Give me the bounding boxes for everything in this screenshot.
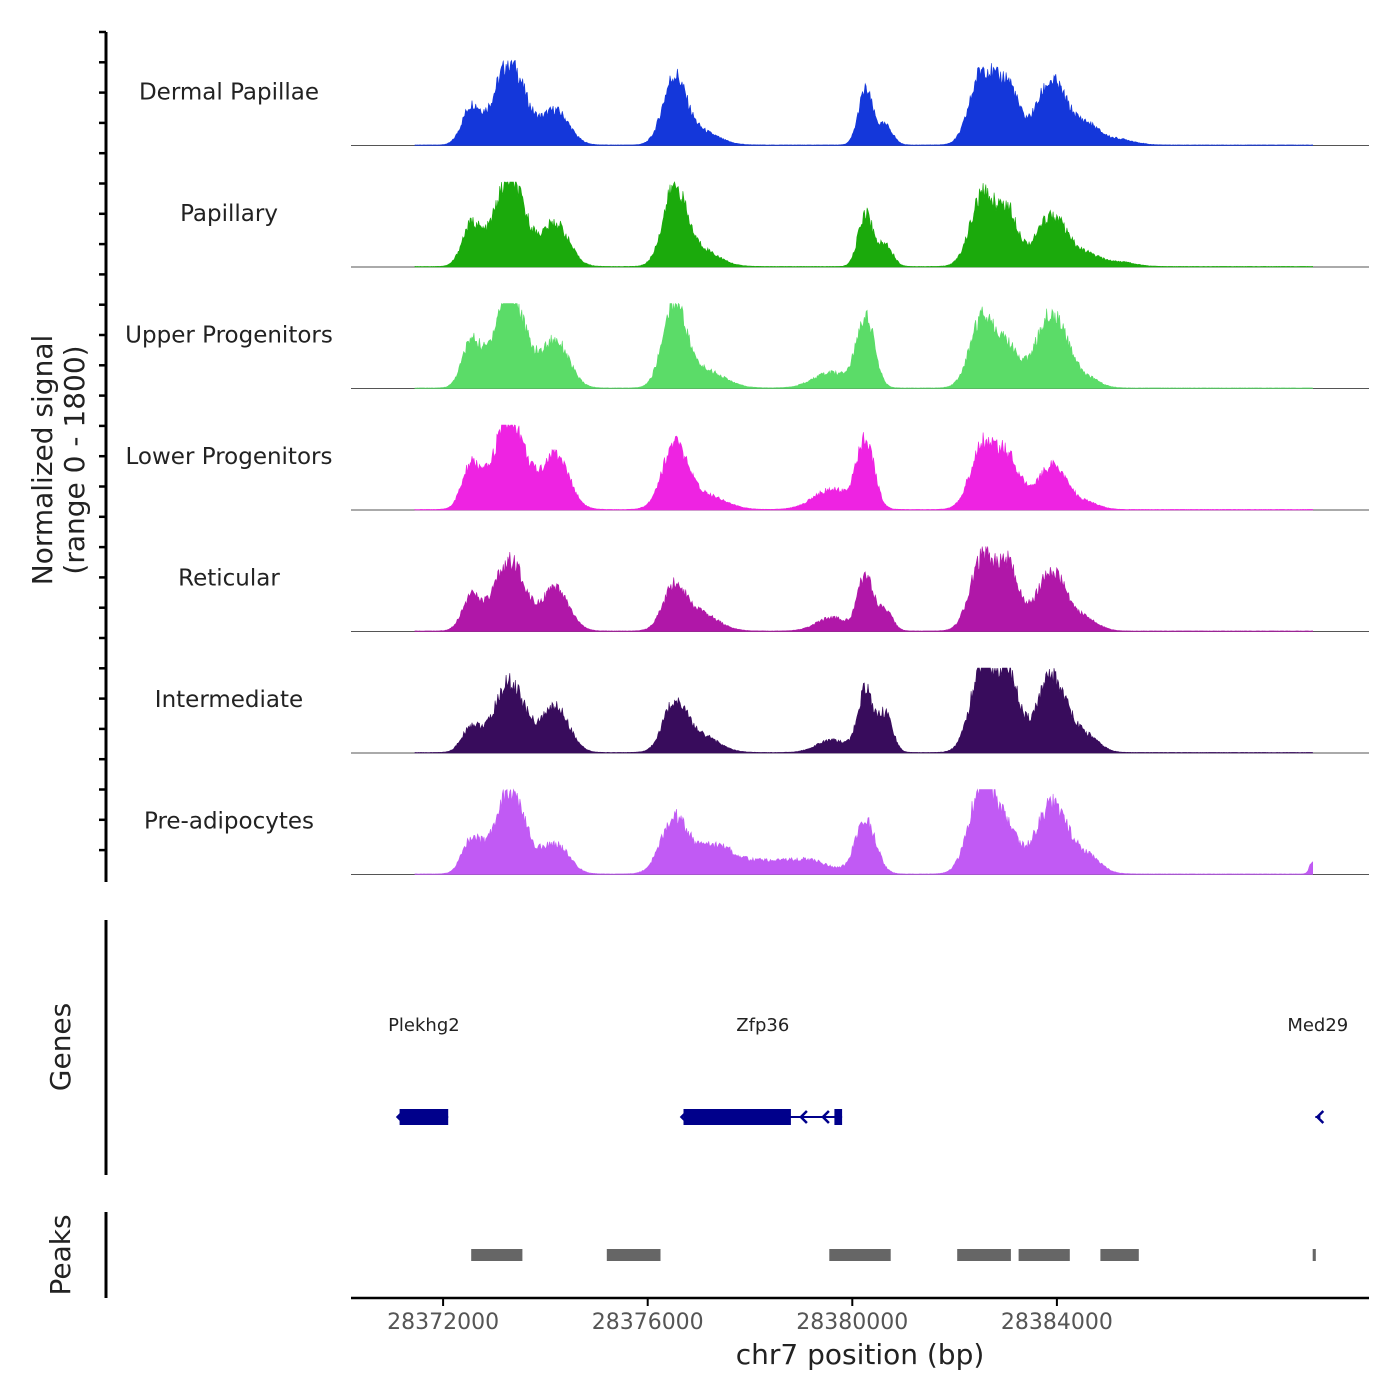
peak-region [1018,1249,1070,1261]
peak-region [957,1249,1011,1261]
signal-axis-label-line2: (range 0 - 1800) [58,345,91,574]
track-label: Upper Progenitors [125,323,333,349]
signal-area [414,181,1313,268]
peak-track [471,1249,1316,1261]
peak-region [471,1249,523,1261]
genes-panel-label: Genes [44,1003,77,1091]
signal-area [414,424,1313,511]
strand-arrow [1315,1110,1325,1124]
signal-area [414,788,1313,875]
gene-label: Zfp36 [736,1015,789,1036]
strand-arrow [679,1110,689,1124]
strand-arrow [821,1110,830,1124]
gene-exon [834,1109,843,1125]
signal-area [414,302,1313,389]
track-label: Papillary [180,201,278,227]
signal-axis-label-line1: Normalized signal [26,335,59,586]
gene-med29: Med29 [1287,1015,1348,1124]
peaks-panel-label: Peaks [44,1214,77,1295]
signal-area [414,546,1313,632]
track-label: Reticular [178,566,280,592]
track-label: Intermediate [155,687,303,713]
track-upper-progenitors: Upper Progenitors [125,302,1369,389]
peak-region [606,1249,661,1261]
track-label: Pre-adipocytes [144,809,314,835]
track-dermal-papillae: Dermal Papillae [139,59,1369,146]
track-intermediate: Intermediate [155,667,1369,754]
x-tick-label: 28376000 [592,1310,704,1335]
track-papillary: Papillary [180,181,1369,268]
track-label: Dermal Papillae [139,80,319,106]
gene-exon [399,1109,449,1125]
gene-label: Med29 [1287,1015,1348,1036]
gene-track: Plekhg2 Zfp36 Med29 [388,1015,1348,1125]
signal-area [414,667,1313,754]
gene-zfp36: Zfp36 [679,1015,843,1125]
gene-exon [683,1109,791,1125]
signal-tracks: Dermal Papillae Papillary Upper Progenitor… [125,59,1369,875]
peak-region [1100,1249,1139,1261]
strand-arrow [395,1110,405,1124]
gene-label: Plekhg2 [388,1015,460,1036]
gene-plekhg2: Plekhg2 [388,1015,460,1125]
track-pre-adipocytes: Pre-adipocytes [144,788,1369,875]
track-reticular: Reticular [178,546,1369,632]
x-tick-label: 28384000 [1001,1310,1113,1335]
track-lower-progenitors: Lower Progenitors [126,424,1369,511]
track-label: Lower Progenitors [126,444,333,470]
peak-region [829,1249,891,1261]
x-axis: 28372000 28376000 28380000 28384000 [351,1296,1369,1335]
peak-region [1312,1249,1316,1261]
strand-arrow [799,1110,808,1124]
x-tick-label: 28380000 [796,1310,908,1335]
x-tick-label: 28372000 [387,1310,499,1335]
signal-axis [99,30,108,882]
x-axis-label: chr7 position (bp) [736,1338,985,1371]
signal-area [414,59,1313,146]
